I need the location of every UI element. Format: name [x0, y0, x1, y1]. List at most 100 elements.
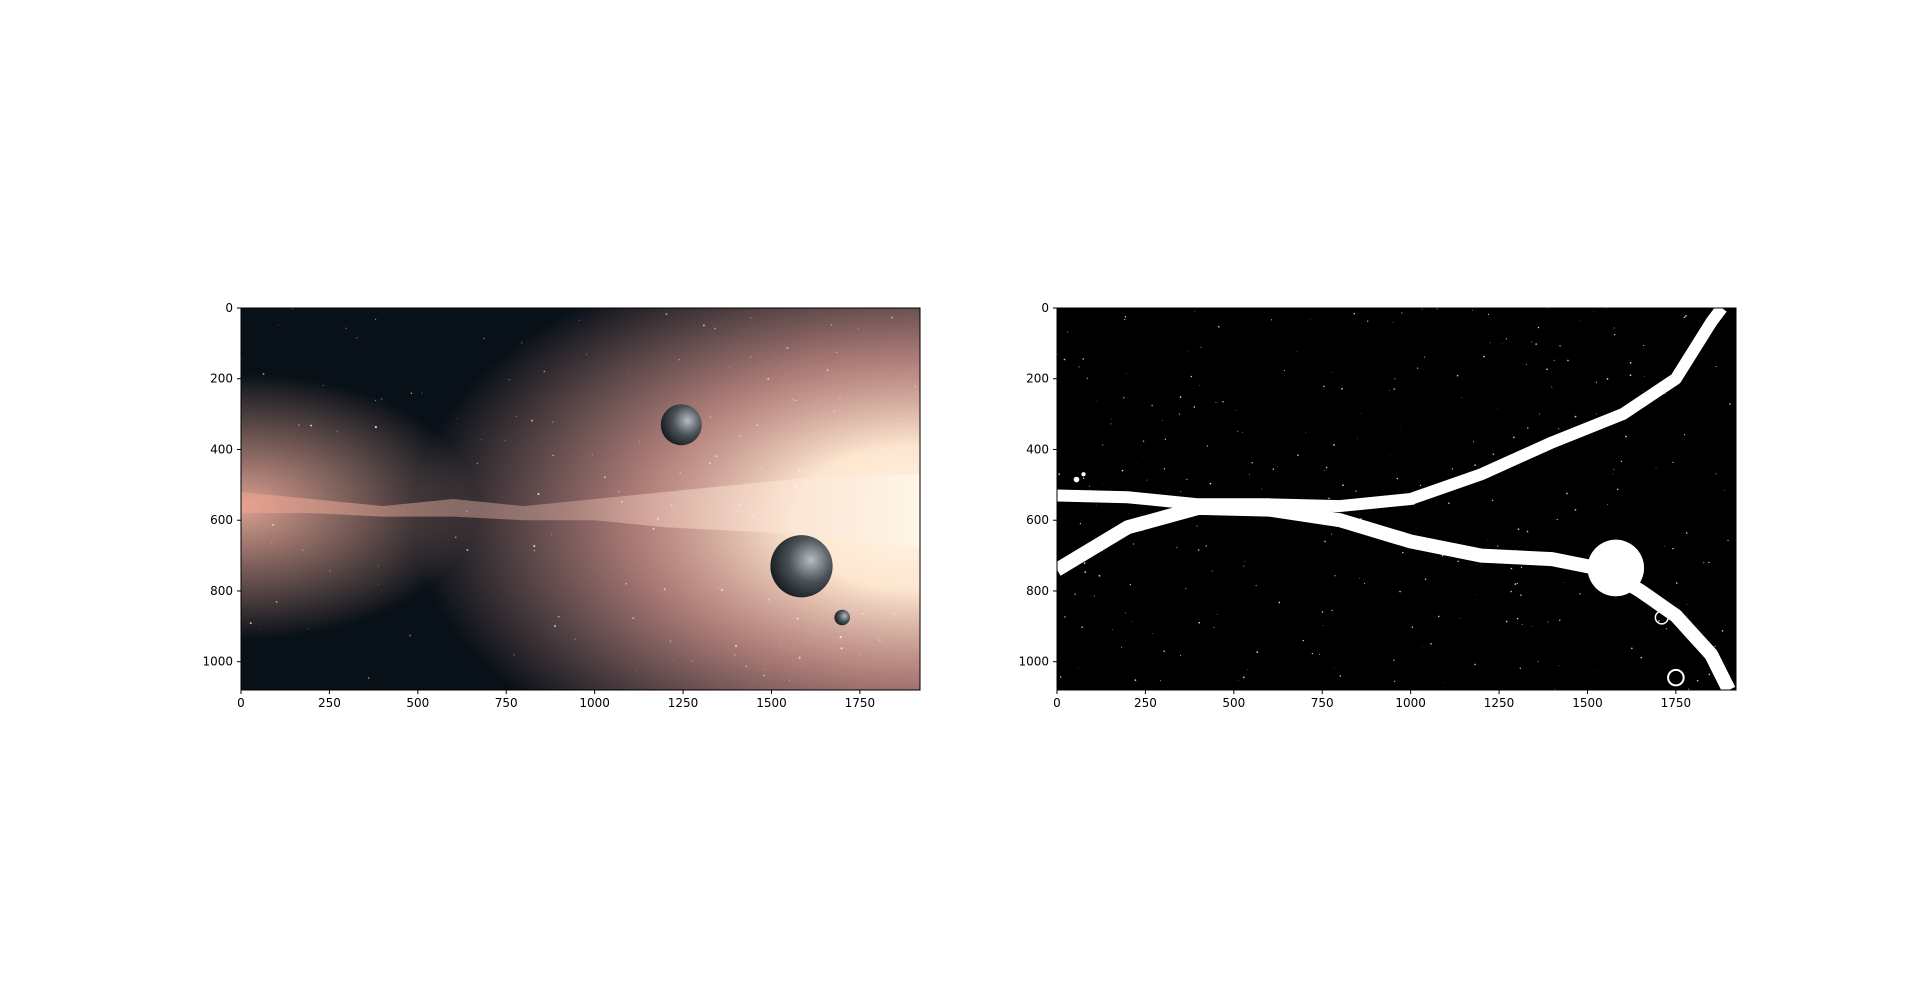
- mask-speckle: [1242, 432, 1243, 433]
- star: [714, 327, 716, 330]
- mask-speckle: [1474, 663, 1476, 666]
- star: [798, 469, 801, 472]
- mask-speckle: [1305, 432, 1307, 434]
- mask-speckle: [1151, 404, 1153, 407]
- mask-speckle: [1505, 338, 1507, 340]
- mask-speckle: [1124, 612, 1126, 614]
- star: [297, 424, 300, 426]
- mask-speckle: [1457, 560, 1459, 563]
- star: [521, 342, 523, 344]
- mask-speckle: [1121, 646, 1123, 648]
- mask-speckle: [1079, 522, 1081, 525]
- star: [734, 644, 737, 647]
- star: [914, 385, 917, 388]
- mask-speckle: [1200, 346, 1202, 348]
- mask-speckle: [1642, 391, 1644, 392]
- star: [866, 616, 868, 617]
- mask-speckle: [1497, 545, 1499, 547]
- mask-speckle: [1209, 482, 1212, 485]
- mask-speckle: [1551, 386, 1553, 388]
- mask-speckle: [1629, 374, 1632, 377]
- mask-speckle: [1514, 583, 1517, 585]
- mask-speckle: [1242, 676, 1245, 679]
- mask-speckle: [1627, 560, 1629, 563]
- mask-speckle: [1579, 593, 1581, 595]
- mask-speckle: [1640, 656, 1643, 659]
- star: [321, 494, 322, 496]
- mask-speckle: [1422, 646, 1423, 648]
- mask-speckle: [1729, 403, 1731, 405]
- mask-speckle: [1251, 462, 1253, 464]
- mask-speckle: [1520, 594, 1522, 596]
- star: [735, 510, 737, 513]
- mask-speckle: [1124, 318, 1126, 321]
- mask-speckle: [1491, 499, 1494, 502]
- mask-speckle: [1367, 320, 1369, 322]
- mask-speckle: [1402, 551, 1404, 554]
- mask-speckle: [1558, 428, 1560, 430]
- mask-speckle: [1597, 669, 1598, 671]
- mask-speckle: [1086, 377, 1088, 379]
- star: [739, 503, 741, 506]
- star: [785, 373, 787, 374]
- mask-speckle: [1444, 550, 1446, 551]
- mask-speckle: [1553, 558, 1555, 560]
- mask-speckle: [1213, 627, 1215, 629]
- star: [241, 357, 243, 359]
- binary-mask-axes: 0 250 500 750 1000 1250 1500 1750 0 200 400 600 800 1…: [1018, 301, 1691, 710]
- y-tick-label: 1000: [202, 655, 233, 669]
- star: [759, 467, 761, 469]
- star: [867, 570, 869, 572]
- mask-speckle: [1707, 652, 1710, 654]
- mask-speckle: [1058, 473, 1061, 475]
- mask-speckle: [1342, 484, 1344, 487]
- mask-speckle: [1643, 344, 1645, 347]
- mask-speckle: [1110, 423, 1112, 425]
- mask-speckle: [1357, 437, 1358, 439]
- star: [345, 327, 347, 329]
- mask-speckle: [1612, 473, 1614, 475]
- mask-speckle: [1393, 659, 1395, 661]
- star: [617, 490, 620, 493]
- star: [733, 653, 736, 656]
- mask-speckle: [1187, 350, 1188, 352]
- mask-speckle: [1675, 582, 1678, 584]
- star: [732, 650, 733, 652]
- x-tick-label: 1750: [845, 696, 876, 710]
- mask-speckle: [1448, 502, 1450, 504]
- mask-speckle: [1324, 469, 1326, 471]
- star: [745, 665, 748, 668]
- star: [709, 416, 712, 418]
- star: [915, 468, 917, 471]
- star: [669, 640, 672, 643]
- star: [271, 541, 273, 543]
- mask-speckle: [1685, 315, 1687, 317]
- mask-speckle: [1683, 434, 1686, 436]
- mask-speckle: [1631, 647, 1633, 650]
- mask-speckle: [1483, 355, 1485, 358]
- planet-3: [834, 609, 850, 626]
- mask-speckle: [1685, 532, 1688, 534]
- mask-speckle: [1531, 341, 1533, 343]
- mask-speckle: [1222, 401, 1224, 403]
- mask-speckle: [1394, 378, 1396, 380]
- star: [454, 536, 457, 539]
- star: [750, 317, 752, 319]
- mask-speckle: [1255, 585, 1257, 587]
- x-tick-label: 250: [318, 696, 341, 710]
- star: [752, 514, 755, 517]
- mask-speckle: [1096, 504, 1098, 506]
- mask-speckle: [1501, 343, 1503, 344]
- mask-speckle: [1566, 492, 1568, 495]
- x-tick-label: 750: [495, 696, 518, 710]
- star: [328, 569, 331, 572]
- mask-speckle: [1696, 679, 1699, 682]
- mask-speckle: [1103, 540, 1105, 542]
- mask-speckle: [1296, 351, 1298, 352]
- mask-speckle: [1513, 436, 1515, 439]
- star: [308, 628, 310, 630]
- y-tick-label: 0: [1041, 301, 1049, 315]
- mask-speckle: [1574, 508, 1577, 511]
- star: [533, 549, 536, 552]
